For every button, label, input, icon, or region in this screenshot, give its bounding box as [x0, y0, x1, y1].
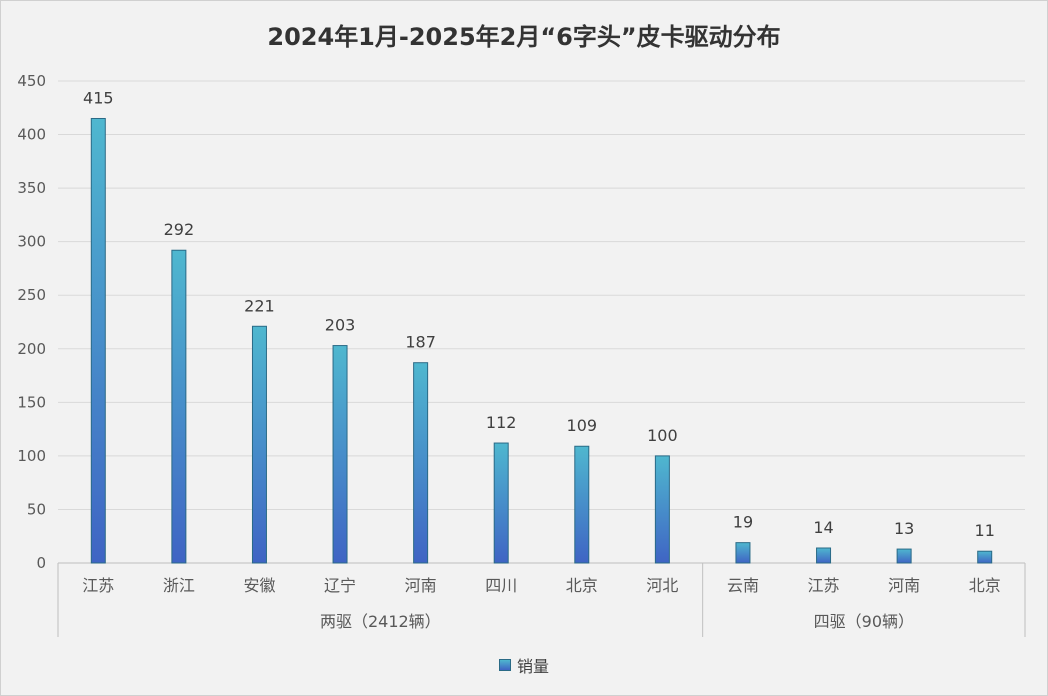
x-axis: [57, 562, 1026, 637]
data-label: 203: [325, 316, 356, 335]
bar: [90, 117, 106, 564]
data-label: 13: [894, 519, 914, 538]
x-axis-group-labels: 两驱（2412辆） 四驱（90辆）: [320, 612, 914, 631]
y-tick-label: 250: [17, 286, 46, 304]
x-axis-tick-labels: 江苏 浙江 安徽 辽宁 河南 四川 北京 河北 云南 江苏 河南 北京: [82, 576, 1000, 595]
data-label: 109: [567, 416, 598, 435]
y-tick-label: 300: [17, 233, 46, 251]
x-tick-label: 河南: [405, 576, 437, 595]
bar: [171, 249, 187, 564]
y-tick-label: 150: [17, 393, 46, 411]
x-tick-label: 江苏: [82, 576, 114, 595]
data-label: 14: [813, 518, 833, 537]
bar: [493, 442, 509, 564]
y-tick-label: 350: [17, 179, 46, 197]
x-tick-label: 辽宁: [324, 576, 356, 595]
data-label: 19: [733, 513, 753, 532]
bar: [896, 548, 912, 564]
x-group-label: 四驱（90辆）: [814, 612, 914, 631]
data-label: 415: [83, 88, 114, 107]
bar: [816, 547, 832, 564]
legend: 销量: [1, 653, 1047, 677]
legend-label: 销量: [516, 657, 549, 676]
x-tick-label: 安徽: [243, 576, 275, 595]
bar: [413, 362, 429, 564]
bar: [574, 445, 590, 564]
data-label: 100: [647, 426, 678, 445]
bar: [977, 550, 993, 564]
bar: [332, 345, 348, 564]
y-tick-label: 50: [27, 500, 46, 518]
y-tick-label: 400: [17, 126, 46, 144]
legend-swatch: [498, 659, 511, 671]
data-label: 221: [244, 296, 275, 315]
bar: [735, 542, 751, 564]
x-tick-label: 江苏: [808, 576, 840, 595]
y-tick-label: 200: [17, 340, 46, 358]
data-label: 11: [975, 521, 995, 540]
x-tick-label: 四川: [485, 576, 517, 595]
data-label: 187: [405, 333, 436, 352]
data-label: 112: [486, 413, 517, 432]
x-tick-label: 河南: [888, 576, 920, 595]
bars: [90, 117, 993, 564]
bar: [654, 455, 670, 564]
data-labels: 415 292 221 203 187 112 109 100 19 14 13 11: [83, 88, 995, 540]
bar: [251, 325, 267, 564]
data-label: 292: [164, 220, 195, 239]
y-tick-label: 0: [36, 554, 46, 572]
x-tick-label: 云南: [727, 576, 759, 595]
x-tick-label: 北京: [969, 576, 1001, 595]
x-tick-label: 浙江: [163, 576, 195, 595]
gridlines: [58, 80, 1025, 510]
y-tick-label: 100: [17, 447, 46, 465]
y-tick-label: 450: [17, 72, 46, 90]
x-tick-label: 河北: [646, 576, 678, 595]
y-axis-tick-labels: 0 50 100 150 200 250 300 350 400 450: [17, 72, 46, 572]
x-tick-label: 北京: [566, 576, 598, 595]
chart-title: 2024年1月-2025年2月“6字头”皮卡驱动分布: [267, 23, 781, 51]
x-group-label: 两驱（2412辆）: [320, 612, 441, 631]
